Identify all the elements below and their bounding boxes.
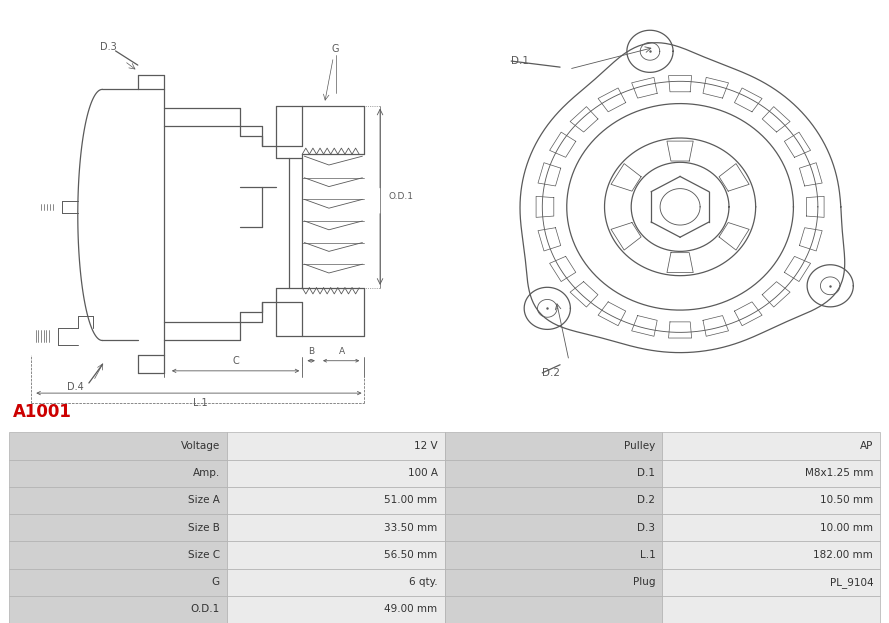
Text: Pulley: Pulley — [624, 441, 655, 451]
Text: G: G — [212, 577, 220, 587]
Bar — [227, 569, 444, 596]
Text: D.2: D.2 — [637, 495, 655, 505]
Bar — [444, 541, 662, 569]
Bar — [662, 432, 880, 460]
Text: 10.50 mm: 10.50 mm — [820, 495, 873, 505]
Text: PL_9104: PL_9104 — [829, 577, 873, 587]
Text: 33.50 mm: 33.50 mm — [384, 523, 437, 533]
Bar — [9, 541, 227, 569]
Bar — [227, 596, 444, 623]
Text: O.D.1: O.D.1 — [190, 604, 220, 614]
Text: 56.50 mm: 56.50 mm — [384, 550, 437, 560]
Text: Plug: Plug — [633, 577, 655, 587]
Bar — [9, 487, 227, 514]
Bar — [662, 569, 880, 596]
Text: L.1: L.1 — [193, 398, 207, 408]
Bar — [662, 514, 880, 541]
Bar — [227, 514, 444, 541]
Bar — [444, 514, 662, 541]
Text: 51.00 mm: 51.00 mm — [384, 495, 437, 505]
Bar — [227, 541, 444, 569]
Text: L.1: L.1 — [639, 550, 655, 560]
Text: D.1: D.1 — [511, 56, 529, 66]
Text: B: B — [308, 347, 314, 356]
Text: C: C — [232, 356, 239, 366]
Text: Size A: Size A — [188, 495, 220, 505]
Bar — [444, 569, 662, 596]
Text: D.1: D.1 — [637, 468, 655, 478]
Bar — [9, 514, 227, 541]
Text: D.2: D.2 — [542, 368, 560, 378]
Bar — [444, 432, 662, 460]
Text: 6 qty.: 6 qty. — [409, 577, 437, 587]
Text: D.4: D.4 — [68, 382, 84, 392]
Text: A1001: A1001 — [13, 403, 72, 421]
Bar — [9, 569, 227, 596]
Text: D.3: D.3 — [637, 523, 655, 533]
Text: Amp.: Amp. — [193, 468, 220, 478]
Text: 10.00 mm: 10.00 mm — [821, 523, 873, 533]
Bar — [227, 487, 444, 514]
Bar — [227, 460, 444, 487]
Text: 182.00 mm: 182.00 mm — [813, 550, 873, 560]
Text: M8x1.25 mm: M8x1.25 mm — [805, 468, 873, 478]
Bar — [662, 460, 880, 487]
Text: 12 V: 12 V — [414, 441, 437, 451]
Bar — [9, 432, 227, 460]
Text: Voltage: Voltage — [180, 441, 220, 451]
Bar — [9, 460, 227, 487]
Text: Size C: Size C — [188, 550, 220, 560]
Text: AP: AP — [860, 441, 873, 451]
Bar — [9, 596, 227, 623]
Bar — [662, 596, 880, 623]
Bar — [444, 487, 662, 514]
Bar — [444, 460, 662, 487]
Text: G: G — [332, 44, 340, 54]
Text: A: A — [340, 347, 345, 356]
Bar — [662, 487, 880, 514]
Bar — [662, 541, 880, 569]
Text: D.3: D.3 — [100, 42, 116, 52]
Text: O.D.1: O.D.1 — [389, 193, 414, 201]
Text: 49.00 mm: 49.00 mm — [384, 604, 437, 614]
Text: Size B: Size B — [188, 523, 220, 533]
Bar — [227, 432, 444, 460]
Bar — [444, 596, 662, 623]
Text: 100 A: 100 A — [407, 468, 437, 478]
